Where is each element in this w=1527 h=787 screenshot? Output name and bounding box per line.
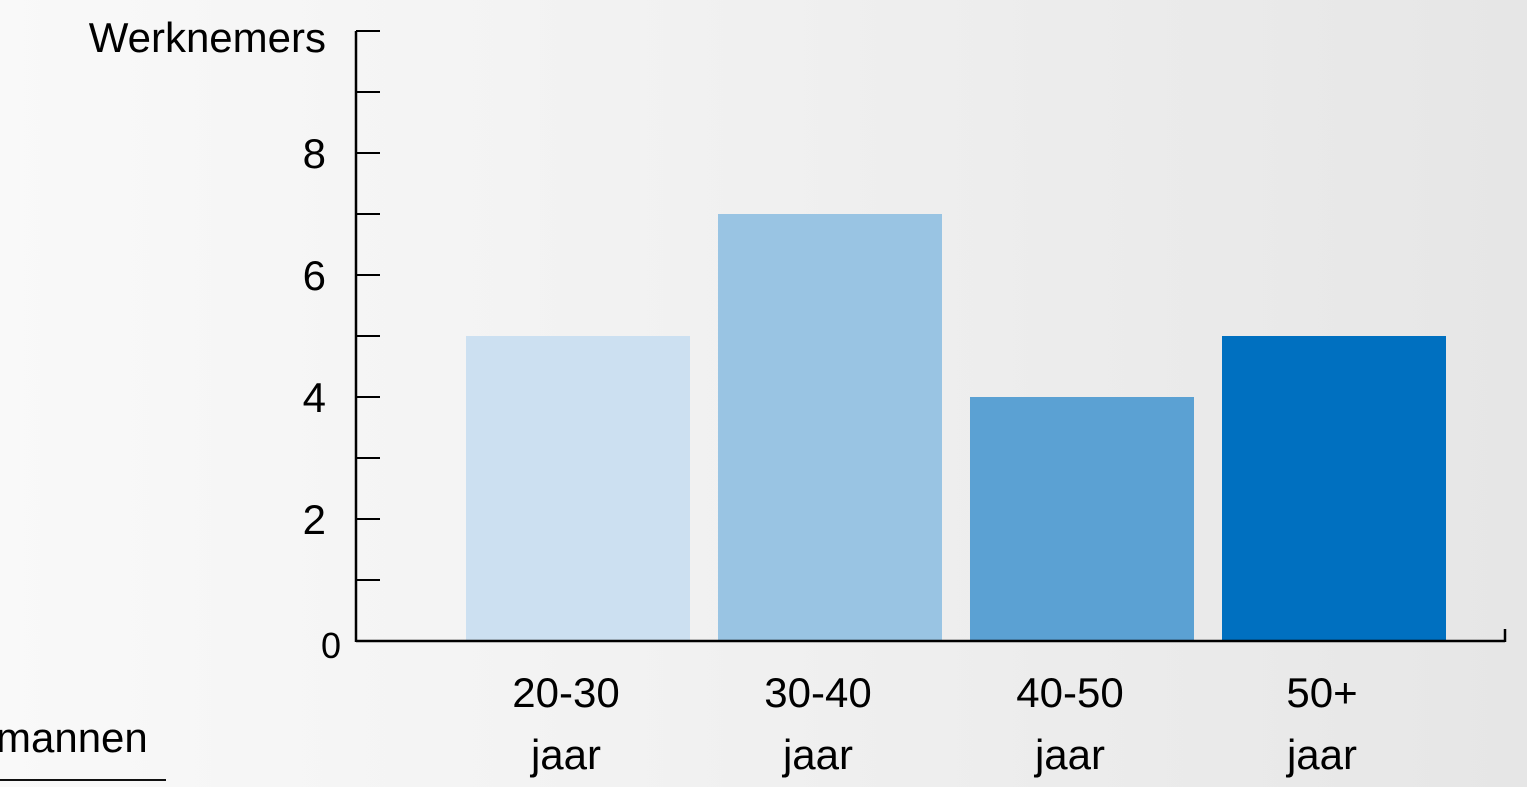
y-axis-title: Werknemers — [89, 14, 326, 61]
side-label-mannen: mannen — [0, 714, 148, 761]
x-category-label-line: jaar — [529, 731, 601, 778]
x-category-label: 40-50 jaar — [1016, 669, 1123, 778]
y-ticks-group: 0 2 4 6 8 — [303, 30, 380, 666]
bar-2 — [970, 397, 1194, 641]
x-category-label-line: 20-30 — [512, 669, 619, 716]
y-tick-label: 2 — [303, 496, 326, 543]
bars-group — [466, 214, 1446, 641]
x-category-label-line: 40-50 — [1016, 669, 1123, 716]
bar-1 — [718, 214, 942, 641]
bar-3 — [1222, 336, 1446, 641]
x-category-label-line: 30-40 — [764, 669, 871, 716]
side-rule — [0, 779, 166, 781]
x-category-label: 30-40 jaar — [764, 669, 871, 778]
y-tick-label: 4 — [303, 374, 326, 421]
x-category-label: 50+ jaar — [1285, 669, 1358, 778]
x-category-label-line: 50+ — [1286, 669, 1357, 716]
y-tick-label: 8 — [303, 130, 326, 177]
bar-0 — [466, 336, 690, 641]
x-category-label: 20-30 jaar — [512, 669, 619, 778]
x-category-label-line: jaar — [781, 731, 853, 778]
x-category-label-line: jaar — [1033, 731, 1105, 778]
x-labels-group: 20-30 jaar 30-40 jaar 40-50 jaar 50+ jaar — [512, 669, 1357, 778]
y-tick-label: 0 — [321, 625, 341, 666]
y-tick-label: 6 — [303, 252, 326, 299]
x-category-label-line: jaar — [1285, 731, 1357, 778]
